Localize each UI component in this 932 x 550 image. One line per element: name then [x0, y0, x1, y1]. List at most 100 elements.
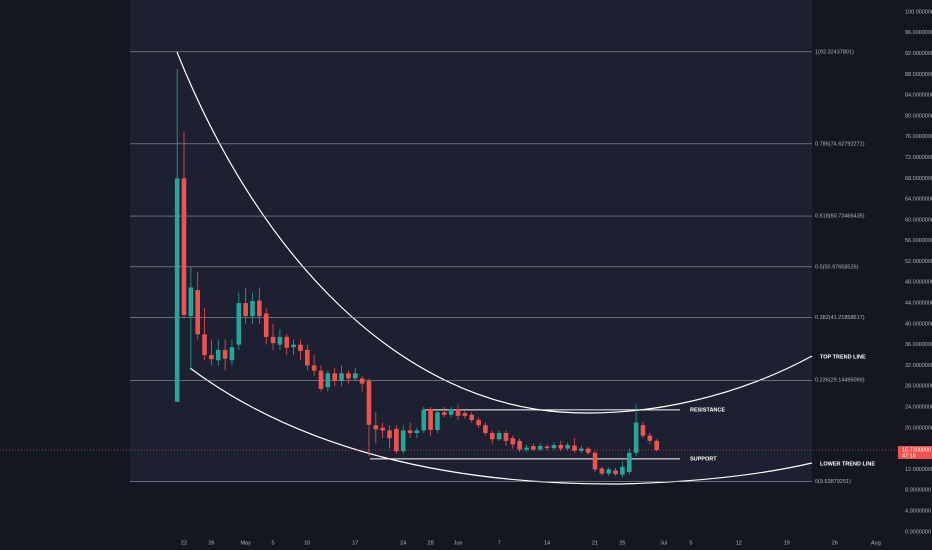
candle-body: [551, 444, 557, 449]
fib-label: 0.786(74.62792271): [815, 141, 865, 147]
y-tick-label: 32.0000000: [905, 363, 932, 369]
candle-body: [400, 430, 406, 452]
candle-body: [311, 365, 317, 371]
candle-body: [215, 349, 221, 361]
candle-body: [407, 430, 413, 434]
x-tick-label: Aug: [871, 540, 881, 546]
candle-body: [455, 409, 461, 416]
candle-body: [284, 336, 290, 348]
candle-body: [476, 420, 481, 426]
candle-body: [243, 303, 248, 317]
candle-body: [318, 370, 324, 389]
candle-body: [537, 446, 543, 450]
candle-body: [277, 336, 283, 345]
y-tick-label: 84.0000000: [905, 93, 932, 99]
candle-body: [236, 303, 242, 345]
x-tick-label: 19: [784, 540, 790, 546]
candle-body: [263, 313, 269, 337]
candle-body: [380, 427, 385, 431]
candle-body: [394, 428, 399, 452]
candle-body: [585, 448, 591, 453]
x-tick-label: 14: [544, 540, 550, 546]
y-tick-label: 40.0000000: [905, 321, 932, 327]
candle-body: [359, 378, 365, 384]
fib-label: 0.382(41.21858617): [815, 315, 865, 321]
level-label: SUPPORT: [690, 456, 717, 462]
y-tick-label: 12.0000000: [905, 467, 932, 473]
y-tick-label: 28.0000000: [905, 384, 932, 390]
candle-body: [366, 381, 372, 425]
lower-trend-line: [189, 367, 813, 485]
x-tick-label: 28: [428, 540, 434, 546]
y-tick-label: 76.0000000: [905, 134, 932, 140]
candle-body: [428, 409, 433, 430]
x-tick-label: 7: [498, 540, 501, 546]
candle-body: [489, 433, 495, 440]
y-tick-label: 4.0000000: [905, 508, 931, 514]
candle-body: [469, 414, 475, 421]
y-tick-label: 48.0000000: [905, 280, 932, 286]
candle-body: [325, 373, 331, 388]
candle-body: [339, 373, 344, 382]
candle-body: [544, 446, 550, 449]
y-tick-label: 80.0000000: [905, 113, 932, 119]
candle-body: [195, 290, 200, 335]
y-tick-label: 8.0000000: [905, 488, 931, 494]
candle-body: [620, 466, 625, 475]
y-tick-label: 0.0000000: [905, 529, 931, 535]
candle-body: [181, 178, 187, 316]
x-tick-label: 25: [619, 540, 625, 546]
candle-body: [483, 425, 488, 434]
fib-label: 0.236(29.14495069): [815, 378, 865, 384]
candle-body: [606, 469, 612, 474]
y-tick-label: 20.0000000: [905, 425, 932, 431]
candle-body: [640, 425, 646, 436]
candle-body: [592, 452, 598, 470]
candle-body: [579, 448, 584, 451]
candle-body: [558, 444, 564, 449]
x-tick-label: Jul: [660, 540, 667, 546]
candle-body: [209, 355, 214, 360]
x-tick-label: 5: [689, 540, 692, 546]
y-tick-label: 88.0000000: [905, 72, 932, 78]
candle-body: [462, 413, 468, 416]
candle-body: [270, 336, 276, 344]
candle-body: [442, 412, 447, 415]
candle-body: [517, 440, 522, 450]
candle-body: [229, 347, 235, 361]
y-tick-label: 72.0000000: [905, 155, 932, 161]
annotation: TOP TREND LINE: [820, 354, 866, 360]
candle-body: [510, 438, 516, 445]
candle-body: [387, 430, 392, 439]
candle-body: [613, 470, 618, 475]
candle-body: [257, 300, 262, 317]
candle-body: [496, 433, 502, 440]
x-tick-label: 22: [181, 540, 187, 546]
y-tick-label: 92.0000000: [905, 51, 932, 57]
y-tick-label: 24.0000000: [905, 404, 932, 410]
x-tick-label: 10: [304, 540, 310, 546]
x-tick-label: Jun: [454, 540, 463, 546]
candle-body: [524, 447, 529, 450]
top-trend-line: [176, 51, 813, 414]
candle-body: [291, 344, 296, 348]
candle-body: [633, 422, 639, 453]
candle-body: [448, 409, 454, 415]
candle-body: [352, 373, 358, 379]
candle-body: [174, 178, 180, 402]
last-price-label: 15.7300000: [902, 447, 931, 453]
x-tick-label: 17: [352, 540, 358, 546]
x-tick-label: 26: [208, 540, 214, 546]
y-tick-label: 64.0000000: [905, 197, 932, 203]
candle-body: [599, 468, 605, 474]
candle-body: [346, 373, 351, 379]
y-tick-label: 52.0000000: [905, 259, 932, 265]
annotation: LOWER TREND LINE: [820, 461, 875, 467]
countdown: 47:16: [902, 453, 916, 459]
x-tick-label: May: [240, 540, 251, 546]
fib-background: [130, 0, 812, 482]
candle-body: [572, 445, 577, 451]
candle-body: [414, 430, 420, 434]
level-label: RESISTANCE: [690, 407, 725, 413]
